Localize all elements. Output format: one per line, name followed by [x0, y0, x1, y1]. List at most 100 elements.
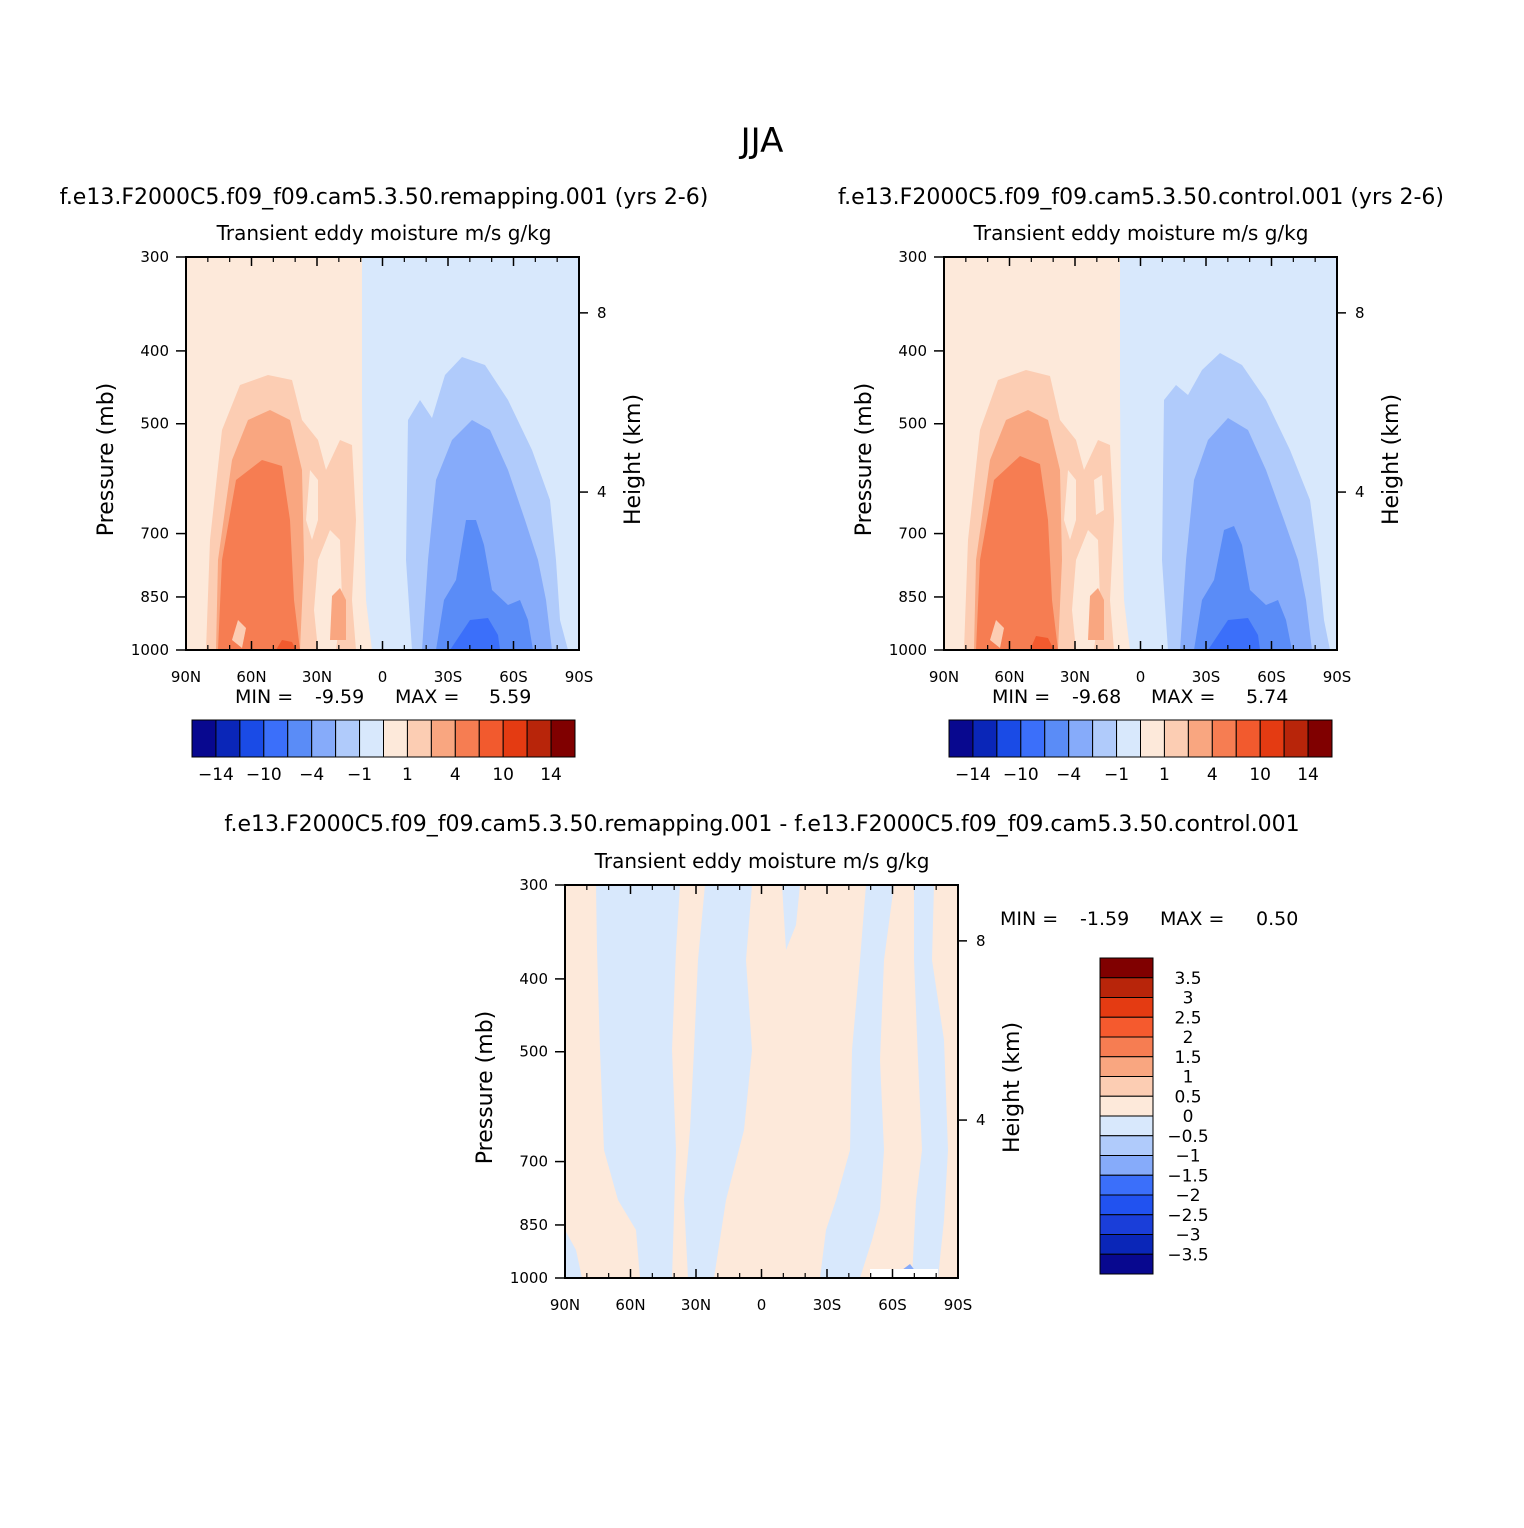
- colorbar-box: [335, 719, 361, 758]
- colorbar-box: [1116, 719, 1141, 758]
- colorbar-box: [1099, 1115, 1154, 1137]
- colorbar-label: 3.5: [1174, 969, 1201, 989]
- y-tick-label: 500: [519, 1043, 548, 1061]
- colorbar-box: [430, 719, 456, 758]
- y-tick-label: 500: [898, 415, 927, 433]
- x-tick-label: 0: [1136, 668, 1146, 686]
- panel-title: f.e13.F2000C5.f09_f09.cam5.3.50.control.…: [838, 185, 1444, 210]
- y-tick-label: 700: [898, 525, 927, 543]
- y-tick-label: 1000: [510, 1269, 548, 1287]
- colorbar-label: 4: [1207, 765, 1218, 785]
- colorbar-label: −4: [1056, 765, 1081, 785]
- colorbar-label: 1: [1159, 765, 1170, 785]
- x-tick-label: 30N: [1060, 668, 1090, 686]
- x-tick-label: 90S: [565, 668, 594, 686]
- y2-tick-label: 8: [1355, 304, 1365, 322]
- colorbar-label: 1: [1183, 1068, 1194, 1088]
- y-tick-label: 700: [140, 525, 169, 543]
- colorbar-box: [406, 719, 432, 758]
- stats-max-label: MAX =: [1151, 686, 1215, 708]
- stats-max-value: 5.59: [489, 686, 531, 708]
- colorbar-box: [526, 719, 552, 758]
- colorbar-box: [383, 719, 408, 758]
- contour-red-2b: [1088, 588, 1104, 640]
- panel-subtitle: Transient eddy moisture m/s g/kg: [216, 221, 552, 245]
- panel-subtitle: Transient eddy moisture m/s g/kg: [973, 221, 1309, 245]
- colorbar-label: −3: [1175, 1226, 1200, 1246]
- stats-min-label: MIN =: [1000, 908, 1058, 930]
- colorbar-label: −2: [1175, 1186, 1200, 1206]
- axes: 90N 60N 30N 0 30S 60S 90S 300 400 500 700 850 1000 8 4…: [852, 248, 1404, 686]
- y2-tick-label: 4: [976, 1111, 986, 1129]
- x-tick-label: 30S: [434, 668, 463, 686]
- colorbar-label: −1.5: [1167, 1166, 1208, 1186]
- colorbar-box: [1211, 719, 1237, 758]
- y-axis-label: Pressure (mb): [94, 383, 119, 537]
- y-axis-label: Pressure (mb): [473, 1011, 498, 1165]
- colorbar-box: [1283, 719, 1309, 758]
- x-tick-label: 60N: [615, 1296, 645, 1314]
- y2-tick-label: 4: [1355, 483, 1365, 501]
- colorbar-box: [311, 719, 337, 758]
- y-tick-label: 300: [140, 248, 169, 266]
- contour-field: [186, 257, 579, 650]
- colorbar-box: [996, 719, 1022, 758]
- y-tick-label: 300: [519, 876, 548, 894]
- colorbar-label: −1: [1175, 1147, 1200, 1167]
- stats-max-label: MAX =: [395, 686, 459, 708]
- figure-title: JJA: [739, 121, 784, 161]
- contour-blue-5: [450, 618, 500, 650]
- y2-axis-label: Height (km): [1379, 394, 1404, 525]
- colorbar-box: [359, 719, 384, 758]
- x-tick-label: 90S: [1323, 668, 1352, 686]
- stats-min-value: -9.59: [315, 686, 364, 708]
- panel-remapping: f.e13.F2000C5.f09_f09.cam5.3.50.remappin…: [60, 185, 709, 785]
- colorbar-label: 10: [492, 765, 514, 785]
- axes: 90N 60N 30N 0 30S 60S 90S 300 400 500 700 850 1000 8 4…: [473, 876, 1025, 1314]
- colorbar-box: [1099, 1155, 1154, 1176]
- contour-red-4: [276, 640, 296, 650]
- y-tick-label: 400: [140, 342, 169, 360]
- y2-tick-label: 8: [597, 304, 607, 322]
- colorbar-box: [1099, 1234, 1154, 1255]
- contour-red-3: [976, 456, 1058, 650]
- colorbar-label: 14: [540, 765, 562, 785]
- contour-blue-5: [1208, 618, 1260, 650]
- colorbar-box: [1099, 1076, 1154, 1097]
- colorbar-box: [239, 719, 265, 758]
- colorbar-box: [1068, 719, 1094, 758]
- colorbar-box: [1092, 719, 1118, 758]
- colorbar-box: [948, 719, 974, 758]
- panel-title: f.e13.F2000C5.f09_f09.cam5.3.50.remappin…: [60, 185, 709, 210]
- x-tick-label: 30N: [681, 1296, 711, 1314]
- colorbar-box: [1099, 1174, 1154, 1196]
- colorbar-label: 4: [450, 765, 461, 785]
- colorbar-box: [502, 719, 528, 758]
- contour-pale-spot: [990, 620, 1004, 648]
- x-tick-label: 60N: [236, 668, 266, 686]
- colorbar-box: [1044, 719, 1070, 758]
- colorbar-box: [287, 719, 313, 758]
- colorbar-label: 2.5: [1174, 1008, 1201, 1028]
- colorbar-box: [1187, 719, 1213, 758]
- colorbar-label: −2.5: [1167, 1206, 1208, 1226]
- colorbar-box: [1099, 1135, 1154, 1156]
- contour-red-2b: [330, 588, 346, 640]
- contour-neg-1: [596, 885, 680, 1278]
- missing-data: [870, 1269, 938, 1278]
- x-tick-label: 30S: [813, 1296, 842, 1314]
- contour-red-4: [1030, 636, 1054, 650]
- colorbar: −14 −10 −4 −1 1 4 10 14: [948, 719, 1333, 785]
- contour-white-1: [1064, 470, 1076, 540]
- colorbar-box: [215, 719, 241, 758]
- colorbar-box: [972, 719, 998, 758]
- y-tick-label: 850: [519, 1216, 548, 1234]
- colorbar-box: [263, 719, 289, 758]
- colorbar-label: −1: [1104, 765, 1129, 785]
- stats-min-label: MIN =: [235, 686, 293, 708]
- colorbar-box: [1099, 1056, 1154, 1077]
- colorbar-label: 2: [1183, 1028, 1194, 1048]
- y-tick-label: 400: [519, 970, 548, 988]
- colorbar-label: 14: [1297, 765, 1319, 785]
- panel-subtitle: Transient eddy moisture m/s g/kg: [594, 849, 930, 873]
